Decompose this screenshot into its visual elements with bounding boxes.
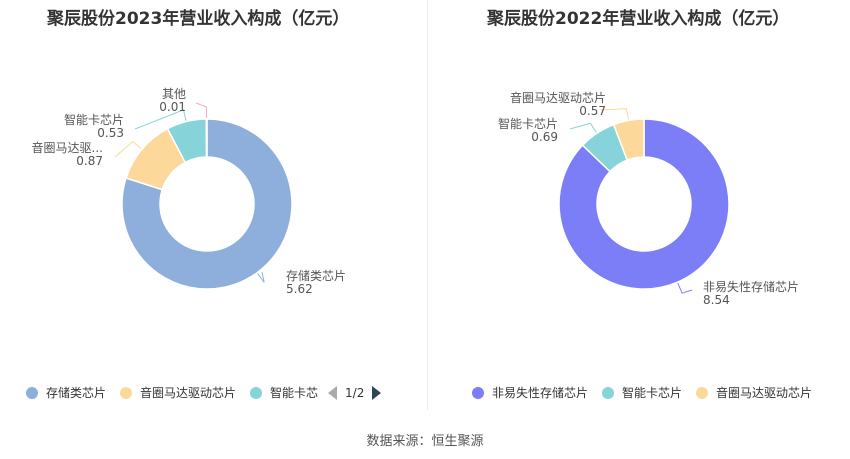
donut-slice-slice-0[interactable] [558, 118, 730, 290]
legend-2022: 非易失性存储芯片 智能卡芯片 音圈马达驱动芯片 [472, 384, 826, 401]
leader-line [114, 140, 142, 158]
legend-item-vcm-driver-chip[interactable]: 音圈马达驱动芯片 [696, 384, 812, 401]
slice-label: 智能卡芯片 [64, 112, 124, 127]
leader-line [677, 282, 693, 294]
chart-title-2023: 聚辰股份2023年营业收入构成（亿元） [47, 9, 350, 29]
legend-label: 音圈马达驱动芯片 [140, 386, 237, 400]
legend-dot [696, 386, 709, 399]
slice-label: 智能卡芯片 [498, 116, 558, 131]
legend-dot [26, 386, 38, 399]
legend-item-smart-card-chip[interactable]: 智能卡芯片 [602, 384, 682, 401]
legend-dot [120, 386, 133, 399]
data-source-note: 数据来源：恒生聚源 [366, 434, 484, 449]
donut-slice-slice-0[interactable] [121, 118, 293, 290]
slice-label: 其他 [162, 87, 186, 101]
slice-label: 非易失性存储芯片 [703, 279, 799, 294]
legend-label: 非易失性存储芯片 [492, 386, 589, 400]
legend-dot [602, 386, 615, 399]
legend-label: 存储类芯片 [46, 386, 107, 400]
leader-line [569, 122, 597, 133]
leader-line [134, 109, 187, 130]
legend-item-smart-card-chip[interactable]: 智能卡芯 [250, 384, 318, 401]
slice-label: 音圈马达驱... [32, 140, 103, 155]
legend-item-storage-chip[interactable]: 存储类芯片 [26, 384, 106, 401]
legend-item-vcm-driver-chip[interactable]: 音圈马达驱动芯片 [120, 384, 236, 401]
slice-value-label: 0.69 [531, 130, 558, 144]
legend-label: 智能卡芯 [270, 386, 319, 400]
donut-slice-slice-2[interactable] [612, 118, 645, 162]
slice-label: 存储类芯片 [286, 268, 346, 283]
leader-line [257, 271, 265, 283]
legend-2023: 存储类芯片 音圈马达驱动芯片 智能卡芯 1/2 [26, 384, 382, 401]
slice-value-label: 0.57 [579, 104, 606, 118]
slice-value-label: 8.54 [703, 293, 730, 307]
legend-label: 音圈马达驱动芯片 [716, 386, 813, 400]
slice-value-label: 0.87 [76, 154, 103, 168]
legend-dot [250, 386, 263, 399]
leader-line [195, 102, 208, 119]
next-page-icon[interactable] [372, 385, 382, 400]
legend-dot [472, 386, 484, 399]
legend-label: 智能卡芯片 [622, 386, 683, 400]
slice-value-label: 5.62 [286, 282, 313, 296]
legend-page-indicator: 1/2 [345, 385, 365, 400]
leader-line [599, 108, 629, 120]
slice-label: 音圈马达驱动芯片 [510, 90, 606, 105]
legend-item-nonvolatile-storage-chip[interactable]: 非易失性存储芯片 [472, 384, 588, 401]
slice-value-label: 0.53 [97, 126, 124, 140]
chart-divider [427, 0, 428, 410]
prev-page-icon[interactable] [328, 385, 338, 400]
chart-title-2022: 聚辰股份2022年营业收入构成（亿元） [487, 9, 790, 29]
donut-slice-slice-3[interactable] [205, 118, 208, 158]
legend-pager: 1/2 [328, 385, 382, 400]
slice-value-label: 0.01 [159, 100, 186, 114]
